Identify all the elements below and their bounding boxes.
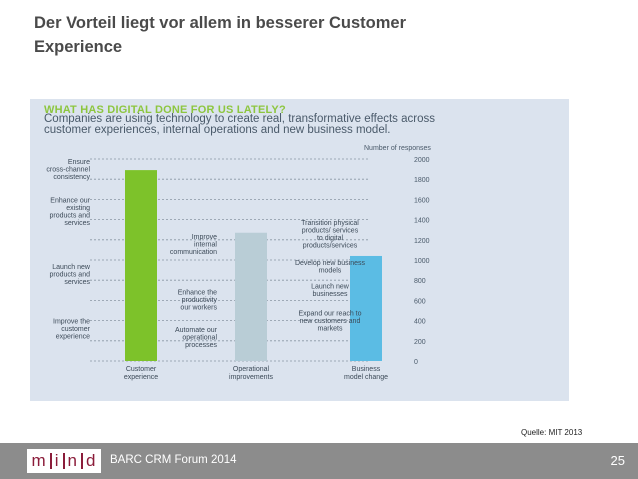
footer-label: BARC CRM Forum 2014	[110, 454, 237, 466]
annotation-label: Improve internal communication	[170, 234, 218, 256]
bar	[125, 170, 157, 361]
y-tick-label: 800	[414, 278, 426, 285]
y-tick-label: 1000	[414, 258, 430, 265]
category-label: Customer experience	[124, 366, 158, 381]
chart-panel: 0 200 400 600 800 1000 1200 1400 1600 1800 2000 Num…	[30, 99, 569, 401]
y-tick-label: 600	[414, 298, 426, 305]
chart-subtitle: Companies are using technology to create…	[44, 113, 435, 136]
y-tick-label: 1600	[414, 197, 430, 204]
annotation-label: Expand our reach to new customers and mark…	[298, 311, 361, 333]
chart-title: WHAT HAS DIGITAL DONE FOR US LATELY?	[44, 104, 286, 116]
annotation-label: Launch new businesses	[311, 283, 350, 298]
annotation-label: Enhance the productivity our workers	[178, 289, 218, 311]
bar	[235, 232, 267, 361]
category-label: Business model change	[344, 366, 388, 381]
y-tick-label: 1400	[414, 218, 430, 225]
category-label: Operational improvements	[229, 366, 273, 381]
annotation-label: Ensure cross-channel consistency	[46, 159, 90, 181]
slide-title: Der Vorteil liegt vor allem in besserer …	[34, 14, 406, 56]
annotation-label: Automate our operational processes	[175, 327, 218, 349]
annotation-label: Transition physical products/ services to …	[301, 220, 359, 250]
y-tick-label: 1800	[414, 177, 430, 184]
y-tick-label: 400	[414, 319, 426, 326]
source-note: Quelle: MIT 2013	[521, 428, 583, 437]
page-number: 25	[610, 453, 625, 468]
bar-chart: 0 200 400 600 800 1000 1200 1400 1600 1800 2000 Num…	[46, 145, 431, 381]
y-tick-label: 1200	[414, 238, 430, 245]
y-tick-label: 2000	[414, 157, 430, 164]
bar	[350, 255, 382, 361]
y-tick-label: 0	[414, 359, 418, 366]
annotation-label: Develop new business models	[295, 260, 366, 275]
annotation-label: Launch new products and services	[50, 264, 91, 286]
y-axis-label: Number of responses	[364, 145, 431, 152]
y-tick-label: 200	[414, 339, 426, 346]
annotation-label: Enhance our existing products and services	[50, 198, 91, 228]
annotation-label: Improve the customer experience	[53, 319, 91, 341]
